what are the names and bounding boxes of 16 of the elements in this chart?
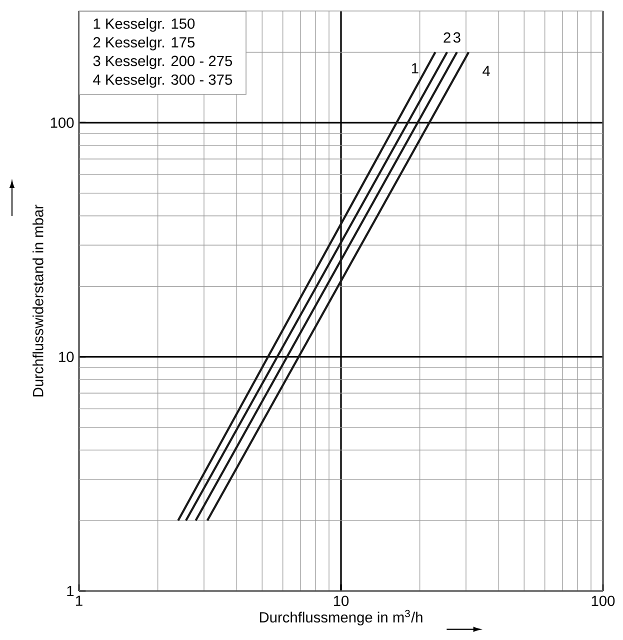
annotation: 3 Kesselgr. 200 - 275 bbox=[93, 55, 232, 70]
x-tick-label: 100 bbox=[592, 596, 615, 606]
series-label: 1 bbox=[412, 63, 418, 74]
annotation: 1 Kesselgr. 150 bbox=[94, 18, 195, 32]
annotation: 4 Kesselgr. 300 - 375 bbox=[93, 74, 232, 88]
x-tick-label: 10 bbox=[334, 596, 349, 606]
series-label: 3 bbox=[453, 32, 460, 43]
y-tick-label: 100 bbox=[50, 118, 74, 128]
annotation: 2 Kesselgr. 175 bbox=[93, 36, 195, 50]
x-axis-title: Durchflussmenge in m$^{3}$/h bbox=[260, 610, 422, 626]
series-label: 2 bbox=[444, 32, 450, 43]
y-tick-label: 10 bbox=[59, 352, 74, 362]
x-tick-label: 1 bbox=[76, 596, 82, 606]
y-axis-title: Durchflusswiderstand in mbar bbox=[32, 204, 44, 396]
series-label: 4 bbox=[482, 66, 490, 76]
y-tick-label: 1 bbox=[67, 586, 74, 596]
